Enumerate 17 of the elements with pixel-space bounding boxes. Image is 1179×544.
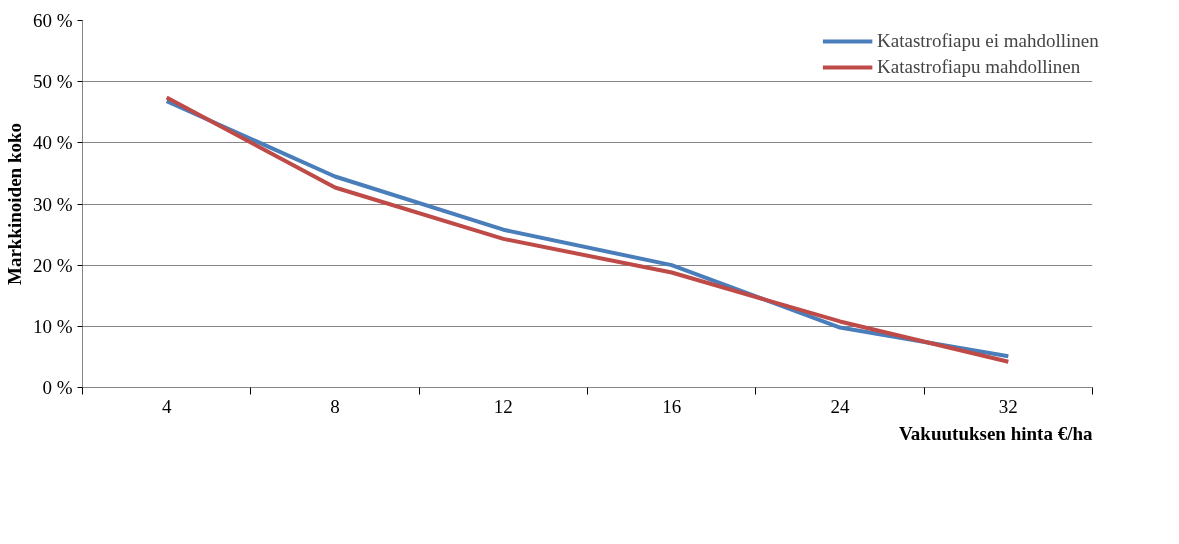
x-tick-label: 24 <box>830 395 850 417</box>
legend-label: Katastrofiapu mahdollinen <box>877 56 1081 78</box>
y-axis-title: Markkinoiden koko <box>3 122 25 286</box>
y-tick-label: 0 % <box>42 377 73 398</box>
x-tick-label: 32 <box>998 395 1018 417</box>
y-tick-label: 50 % <box>32 71 73 93</box>
y-tick-label: 20 % <box>32 254 73 276</box>
x-axis-title: Vakuutuksen hinta €/ha <box>898 422 1093 444</box>
y-tick-label: 40 % <box>32 132 73 154</box>
y-tick-label: 10 % <box>32 315 73 337</box>
x-tick-label: 4 <box>161 395 172 417</box>
x-tick-label: 16 <box>662 395 682 417</box>
y-tick-label: 60 % <box>32 10 73 31</box>
x-tick-label: 12 <box>493 395 513 417</box>
y-tick-label: 30 % <box>32 193 73 215</box>
x-tick-label: 8 <box>330 395 340 417</box>
legend-label: Katastrofiapu ei mahdollinen <box>877 30 1099 52</box>
